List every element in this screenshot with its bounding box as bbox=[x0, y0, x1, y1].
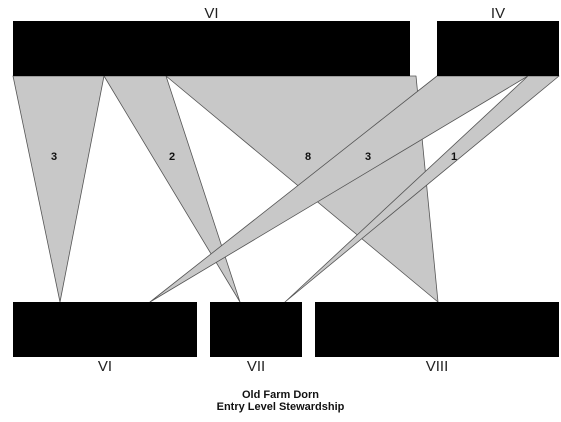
node-label-top-vi: VI bbox=[204, 5, 218, 22]
node-label-bottom-vii: VII bbox=[247, 358, 265, 375]
flow-value-label: 3 bbox=[365, 151, 371, 163]
node-top-vi bbox=[13, 21, 410, 76]
node-label-bottom-viii: VIII bbox=[426, 358, 449, 375]
caption-line-1: Old Farm Dorn bbox=[241, 389, 319, 401]
node-top-iv bbox=[437, 21, 559, 76]
node-label-bottom-vi: VI bbox=[98, 358, 112, 375]
flow-value-label: 1 bbox=[451, 151, 457, 163]
node-bottom-viii bbox=[315, 302, 559, 357]
flow-top-vi-to-bottom-vi bbox=[12, 75, 105, 303]
flow-value-label: 2 bbox=[169, 151, 175, 163]
flow-diagram: 3 2 8 3 1 VI IV VI VII VIII bbox=[12, 5, 560, 375]
flow-value-label: 8 bbox=[305, 151, 311, 163]
node-bottom-vii bbox=[210, 302, 302, 357]
node-bottom-vi bbox=[13, 302, 197, 357]
diagram-caption: Old Farm Dorn Entry Level Stewardship bbox=[0, 389, 561, 413]
node-label-top-iv: IV bbox=[491, 5, 505, 22]
caption-line-2: Entry Level Stewardship bbox=[216, 401, 345, 413]
flow-value-label: 3 bbox=[51, 151, 57, 163]
